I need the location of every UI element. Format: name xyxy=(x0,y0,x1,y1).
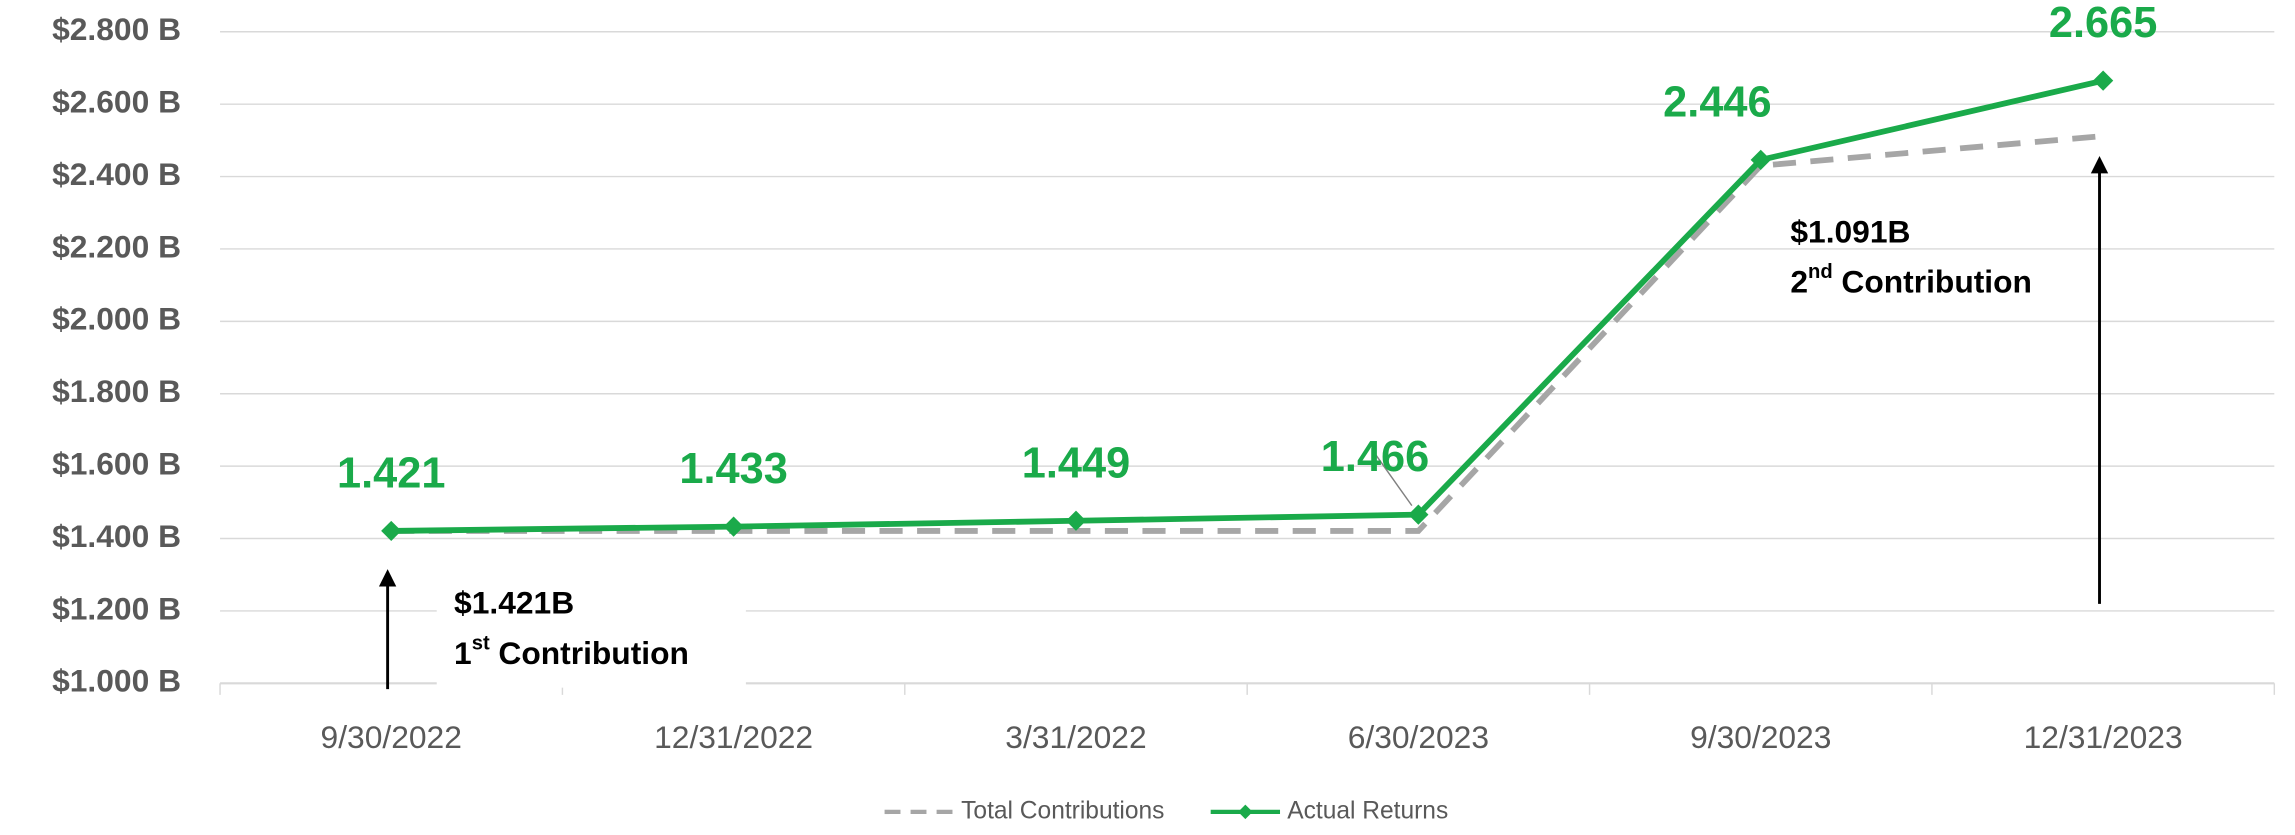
legend-label: Total Contributions xyxy=(961,797,1164,824)
annotation-amount: $1.091B xyxy=(1790,213,1910,249)
data-label: 1.421 xyxy=(337,449,445,497)
marker xyxy=(1408,504,1429,525)
series-line xyxy=(391,77,2104,534)
y-tick-label: $1.000 B xyxy=(52,663,181,699)
annotation-label: 1st Contribution xyxy=(454,633,689,672)
x-tick-label: 9/30/2022 xyxy=(321,719,462,755)
leader-line xyxy=(1372,450,1413,507)
ordinal: 1 xyxy=(454,635,472,671)
x-tick-label: 12/31/2022 xyxy=(654,719,813,755)
x-tick-label: 9/30/2023 xyxy=(1690,719,1831,755)
data-label: 1.433 xyxy=(679,445,787,493)
annotation-box xyxy=(436,566,746,688)
data-label: 1.466 xyxy=(1321,433,1429,481)
marker xyxy=(1065,510,1087,531)
data-label: 2.446 xyxy=(1663,78,1771,126)
y-tick-label: $1.200 B xyxy=(52,590,181,626)
x-tick-label: 12/31/2023 xyxy=(2024,719,2183,755)
x-tick-label: 6/30/2023 xyxy=(1348,719,1489,755)
y-tick-label: $2.600 B xyxy=(52,84,181,120)
background xyxy=(14,0,2281,835)
y-tick-label: $1.600 B xyxy=(52,446,181,482)
y-tick-label: $1.400 B xyxy=(52,518,181,554)
data-label: 1.449 xyxy=(1022,439,1130,487)
y-tick-label: $1.800 B xyxy=(52,373,181,409)
arrowhead xyxy=(378,569,397,587)
marker xyxy=(1750,149,1771,171)
y-tick-label: $2.200 B xyxy=(52,228,181,264)
x-tick-label: 3/31/2022 xyxy=(1005,719,1146,755)
arrowhead xyxy=(2090,156,2109,174)
data-label: 2.665 xyxy=(2049,0,2157,47)
ordinal-suffix: st xyxy=(472,633,490,655)
y-tick-label: $2.800 B xyxy=(52,11,181,47)
label: Contribution xyxy=(1841,264,2032,300)
legend-marker xyxy=(1238,804,1253,820)
annotation-amount: $1.421B xyxy=(454,585,574,621)
annotation-label: 2nd Contribution xyxy=(1790,261,2032,300)
ordinal: 2 xyxy=(1790,264,1808,300)
y-tick-label: $2.000 B xyxy=(52,301,181,337)
y-tick-label: $2.400 B xyxy=(52,156,181,192)
legend-label: Actual Returns xyxy=(1287,797,1448,824)
label: Contribution xyxy=(498,635,689,671)
ordinal-suffix: nd xyxy=(1808,261,1833,283)
series-line xyxy=(391,133,2104,534)
